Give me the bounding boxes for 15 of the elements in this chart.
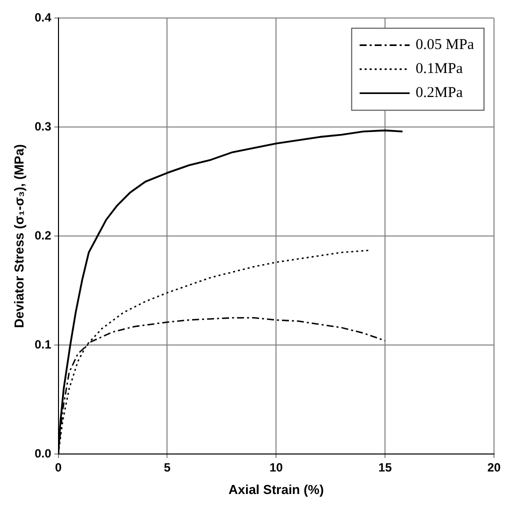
x-tick-label: 10 (269, 460, 284, 475)
y-tick-label: 0.3 (34, 119, 52, 134)
x-tick-label: 15 (378, 460, 392, 475)
x-tick-label: 0 (54, 460, 62, 475)
legend-label: 0.2MPa (416, 85, 464, 102)
x-tick-label: 5 (164, 460, 171, 475)
y-tick-label: 0.2 (34, 228, 52, 242)
y-tick-label: 0.0 (34, 446, 52, 460)
y-axis-title: Deviator Stress (σ₁-σ₃), (MPa) (11, 144, 26, 328)
y-tick-label: 0.1 (34, 337, 52, 352)
y-tick-label: 0.4 (34, 10, 52, 25)
x-tick-label: 20 (487, 460, 501, 475)
legend-label: 0.05 MPa (416, 37, 474, 54)
legend-label: 0.1MPa (416, 61, 464, 78)
x-axis-title: Axial Strain (%) (228, 482, 324, 497)
